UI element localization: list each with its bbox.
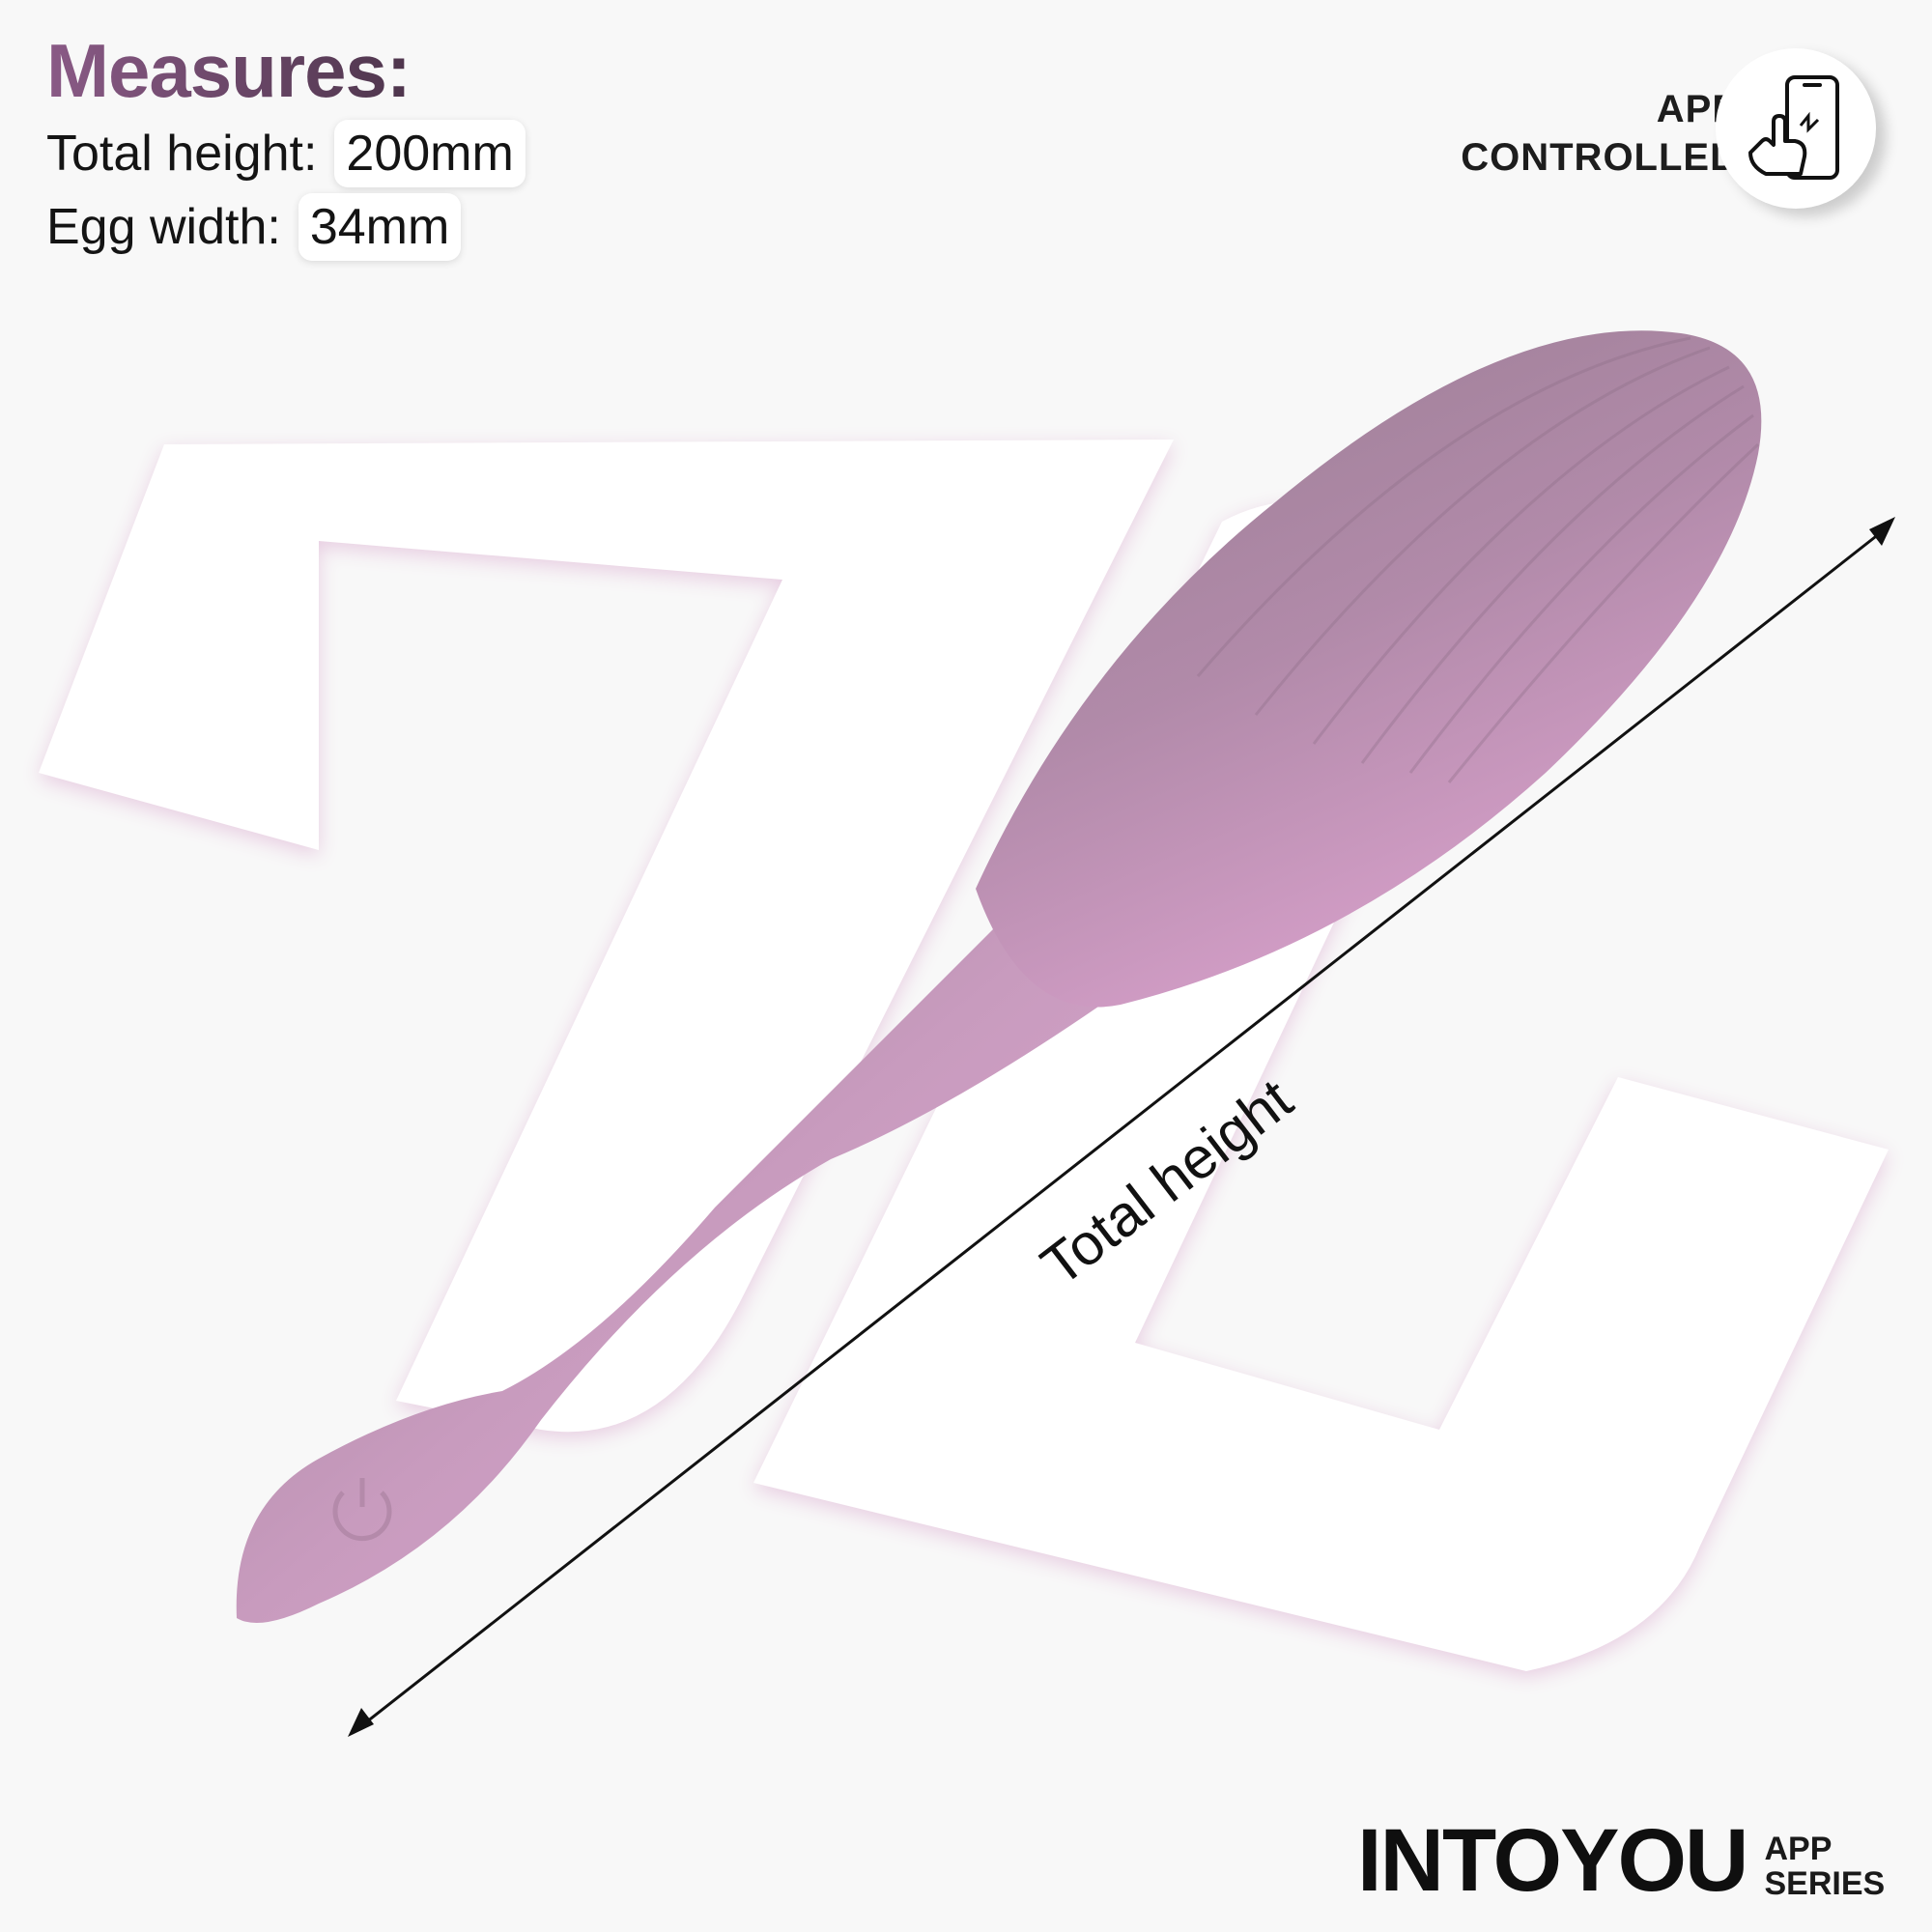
egg-width-row: Egg width: 34mm <box>46 193 526 261</box>
total-height-value: 200mm <box>334 120 526 187</box>
arrowhead-bottom <box>348 1708 374 1737</box>
total-height-label: Total height: <box>46 126 318 182</box>
brand-logo: INTOYOU APP SERIES <box>1357 1816 1885 1905</box>
arrowhead-top <box>1869 517 1895 546</box>
brand-name: INTOYOU <box>1357 1811 1748 1910</box>
measures-title: Measures: <box>46 27 526 114</box>
phone-touch-icon <box>1748 75 1839 180</box>
total-height-row: Total height: 200mm <box>46 120 526 187</box>
app-badge-line2: CONTROLLED <box>1461 136 1739 179</box>
product-tail <box>236 898 1102 1623</box>
app-controlled-icon-circle <box>1716 48 1876 209</box>
egg-width-value: 34mm <box>298 193 462 261</box>
brand-series-line1: APP <box>1764 1831 1833 1867</box>
brand-series: APP SERIES <box>1764 1832 1885 1905</box>
measures-panel: Measures: Total height: 200mm Egg width:… <box>46 27 526 261</box>
app-badge-line1: APP <box>1656 88 1739 130</box>
app-controlled-badge: APP CONTROLLED <box>1461 85 1739 182</box>
brand-series-line2: SERIES <box>1764 1865 1886 1902</box>
product-egg-head <box>976 330 1762 1008</box>
egg-width-label: Egg width: <box>46 199 281 255</box>
power-button-icon <box>332 1478 392 1542</box>
